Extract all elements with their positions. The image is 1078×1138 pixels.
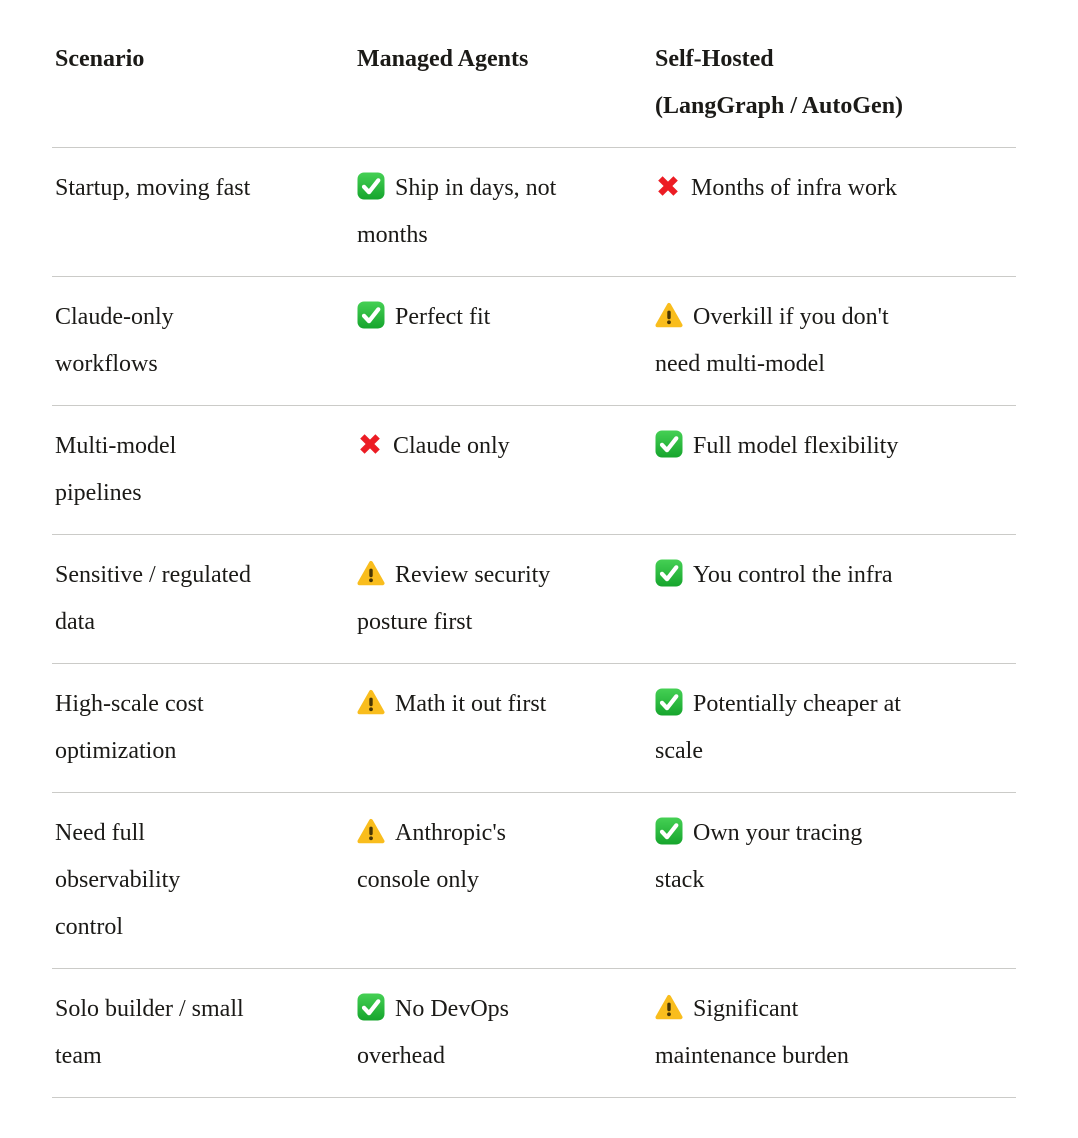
cell-text: Claude-only workflows — [55, 304, 174, 377]
table-row: Startup, moving fast Ship in days, not m… — [52, 148, 1016, 277]
self-hosted-cell: Potentially cheaper at scale — [655, 664, 1016, 792]
self-hosted-cell: Significant maintenance burden — [655, 969, 1016, 1097]
cell-text: Math it out first — [395, 691, 547, 717]
scenario-cell: Multi-model pipelines — [52, 406, 357, 534]
cell-text: You control the infra — [693, 562, 893, 588]
managed-agents-cell: Perfect fit — [357, 277, 655, 405]
check-icon — [655, 688, 683, 716]
cell-text: Need full observability control — [55, 820, 181, 940]
cell-text: Full model flexibility — [693, 433, 899, 459]
cell-text: Own your tracing stack — [655, 820, 863, 893]
table-body: Startup, moving fast Ship in days, not m… — [52, 148, 1016, 1098]
scenario-cell: Claude-only workflows — [52, 277, 357, 405]
managed-agents-cell: Claude only — [357, 406, 655, 534]
cell-text: Overkill if you don't need multi-model — [655, 304, 889, 377]
warning-icon — [357, 819, 385, 844]
check-icon — [655, 559, 683, 587]
warning-icon — [655, 303, 683, 328]
warning-icon — [357, 690, 385, 715]
column-header-managed-agents: Managed Agents — [357, 46, 529, 72]
scenario-cell: Need full observability control — [52, 793, 357, 968]
cell-text: Review security posture first — [357, 562, 551, 635]
check-icon — [357, 172, 385, 200]
cell-text: Perfect fit — [395, 304, 491, 330]
cell-text: Anthropic's console only — [357, 820, 506, 893]
self-hosted-cell: Overkill if you don't need multi-model — [655, 277, 1016, 405]
warning-icon — [357, 561, 385, 586]
column-header-scenario: Scenario — [55, 46, 145, 72]
cell-text: No DevOps overhead — [357, 996, 509, 1069]
cross-icon — [360, 434, 380, 454]
cell-text: Claude only — [393, 433, 510, 459]
self-hosted-cell: Full model flexibility — [655, 406, 1016, 534]
table-row: High-scale cost optimization Math it out… — [52, 664, 1016, 793]
warning-icon — [655, 995, 683, 1020]
check-icon — [655, 817, 683, 845]
managed-agents-cell: No DevOps overhead — [357, 969, 655, 1097]
cell-text: Months of infra work — [691, 175, 897, 201]
cross-icon — [658, 176, 678, 196]
table-row: Need full observability control Anthropi… — [52, 793, 1016, 969]
scenario-cell: Startup, moving fast — [52, 148, 357, 276]
cell-text: Solo builder / small team — [55, 996, 244, 1069]
self-hosted-cell: Own your tracing stack — [655, 793, 1016, 968]
managed-agents-cell: Review security posture first — [357, 535, 655, 663]
cell-text: Multi-model pipelines — [55, 433, 177, 506]
cell-text: Potentially cheaper at scale — [655, 691, 901, 764]
self-hosted-cell: Months of infra work — [655, 148, 1016, 276]
table-row: Sensitive / regulated data Review securi… — [52, 535, 1016, 664]
self-hosted-cell: You control the infra — [655, 535, 1016, 663]
managed-agents-cell: Anthropic's console only — [357, 793, 655, 968]
table-row: Claude-only workflows Perfect fit Overki… — [52, 277, 1016, 406]
table-header-row: Scenario Managed Agents Self-Hosted (Lan… — [52, 0, 1016, 148]
table-row: Multi-model pipelines Claude only Full m… — [52, 406, 1016, 535]
cell-text: Sensitive / regulated data — [55, 562, 251, 635]
scenario-cell: Sensitive / regulated data — [52, 535, 357, 663]
cell-text: Significant maintenance burden — [655, 996, 849, 1069]
check-icon — [357, 301, 385, 329]
table-row: Solo builder / small team No DevOps over… — [52, 969, 1016, 1098]
check-icon — [655, 430, 683, 458]
scenario-cell: High-scale cost optimization — [52, 664, 357, 792]
cell-text: High-scale cost optimization — [55, 691, 204, 764]
managed-agents-cell: Ship in days, not months — [357, 148, 655, 276]
scenario-cell: Solo builder / small team — [52, 969, 357, 1097]
cell-text: Ship in days, not months — [357, 175, 557, 248]
check-icon — [357, 993, 385, 1021]
comparison-table: Scenario Managed Agents Self-Hosted (Lan… — [52, 0, 1016, 1098]
column-header-self-hosted: Self-Hosted (LangGraph / AutoGen) — [655, 46, 904, 119]
managed-agents-cell: Math it out first — [357, 664, 655, 792]
cell-text: Startup, moving fast — [55, 175, 251, 201]
